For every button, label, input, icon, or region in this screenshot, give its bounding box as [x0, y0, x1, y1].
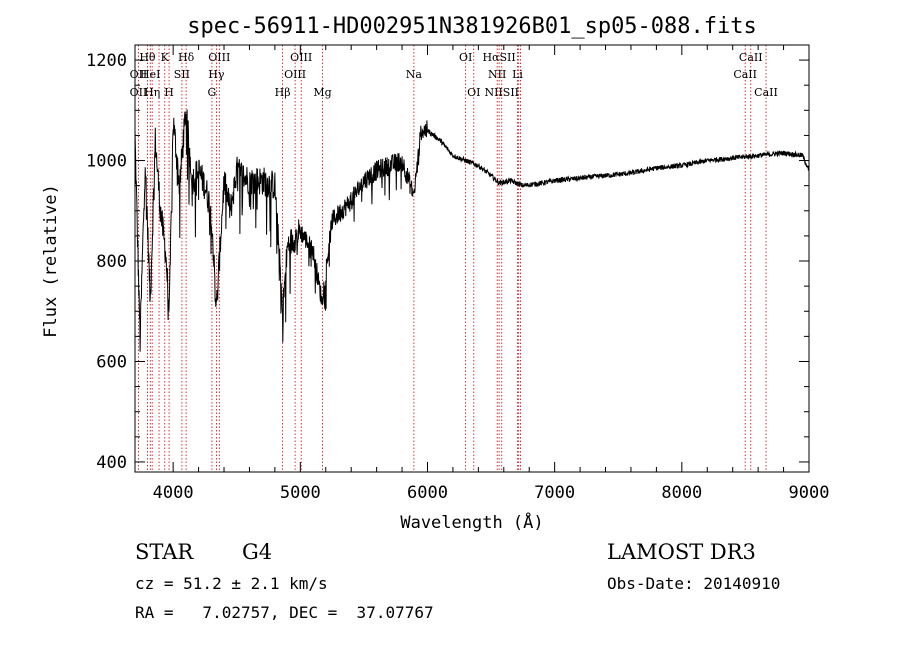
obs-date: Obs-Date: 20140910 — [607, 574, 781, 593]
x-tick-label: 6000 — [407, 483, 448, 503]
subclass: G4 — [242, 540, 273, 564]
x-tick-label: 7000 — [534, 483, 575, 503]
y-tick-label: 1000 — [86, 152, 127, 172]
line-label: NII — [488, 68, 506, 81]
y-tick-label: 400 — [96, 453, 127, 473]
spectral-line-markers — [138, 45, 767, 472]
line-label: CaII — [733, 68, 757, 81]
line-label: SII — [174, 68, 190, 81]
x-tick-label: 4000 — [153, 483, 194, 503]
line-label: G — [208, 86, 217, 99]
plot-frame — [134, 44, 810, 473]
line-label: NIISII — [484, 86, 519, 99]
line-label: Li — [512, 68, 523, 81]
y-tick-label: 800 — [96, 252, 127, 272]
axis-ticks: 4000 5000 6000 7000 8000 9000 400 600 800 1000 120… — [86, 45, 829, 503]
line-label: CaII — [754, 86, 778, 99]
line-label: OII — [130, 68, 148, 81]
line-label: Hγ — [208, 68, 225, 81]
line-label: OI — [459, 51, 472, 64]
line-label: Mg — [313, 86, 331, 99]
line-label: OIII — [208, 51, 230, 64]
x-tick-label: 8000 — [661, 483, 702, 503]
y-tick-label: 1200 — [86, 51, 127, 71]
line-label: CaII — [739, 51, 763, 64]
line-label: K — [161, 51, 170, 64]
redshift-cz: cz = 51.2 ± 2.1 km/s — [135, 574, 328, 593]
x-axis-label: Wavelength (Å) — [400, 511, 543, 533]
x-tick-label: 5000 — [280, 483, 321, 503]
line-label: OI — [467, 86, 480, 99]
line-label: OIII — [290, 51, 312, 64]
line-label: Hη — [144, 86, 160, 99]
line-label: H — [164, 86, 174, 99]
ra-dec-coordinates: RA = 7.02757, DEC = 37.07767 — [135, 603, 434, 622]
survey-name: LAMOST DR3 — [607, 540, 756, 564]
object-type: STAR — [135, 540, 194, 564]
line-label: HαSII — [482, 51, 515, 64]
line-label: OII — [130, 86, 148, 99]
line-label: Hβ — [275, 86, 291, 99]
line-label: OIII — [284, 68, 306, 81]
y-axis-label: Flux (relative) — [41, 184, 61, 338]
y-tick-label: 600 — [96, 352, 127, 372]
line-label: Na — [406, 68, 423, 81]
line-label: Hθ — [139, 51, 156, 64]
x-tick-label: 9000 — [789, 483, 830, 503]
line-label: HeI — [140, 68, 160, 81]
line-label: Hδ — [178, 51, 195, 64]
spectrum-series-line — [134, 109, 810, 352]
chart-title: spec-56911-HD002951N381926B01_sp05-088.f… — [187, 14, 757, 39]
